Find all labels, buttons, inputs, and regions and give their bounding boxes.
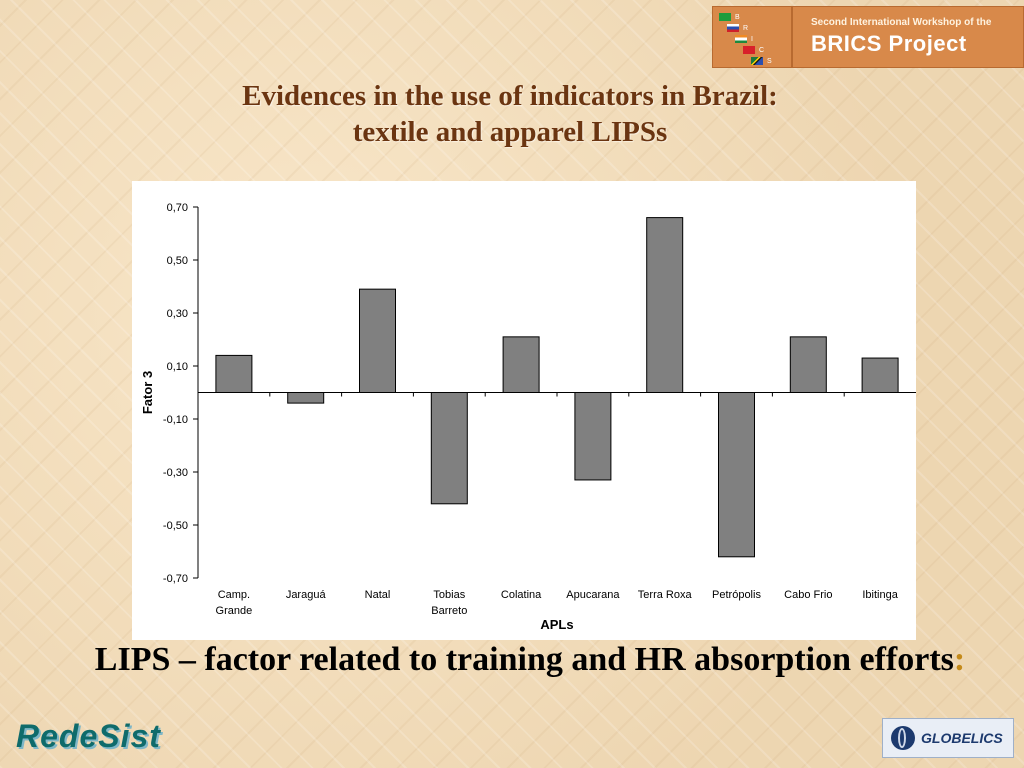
y-tick-label: 0,10 <box>167 361 188 373</box>
brics-title: BRICS Project <box>811 31 967 56</box>
letter-c: C <box>759 46 765 54</box>
x-tick-label: Tobias <box>433 589 465 601</box>
bar-chart: 0,70 0,50 0,30 0,10 -0,10 -0,30 -0,50 -0,70 Camp… <box>140 202 916 632</box>
title-line-1: Evidences in the use of indicators in Br… <box>242 80 778 112</box>
globelics-logo: GLOBELICS <box>882 718 1014 758</box>
x-tick-label: Camp. <box>218 589 250 601</box>
brics-banner: Second International Workshop of the BRI… <box>792 6 1024 68</box>
x-tick-label: Grande <box>216 605 253 617</box>
title-line-2: textile and apparel LIPSs <box>352 116 668 148</box>
bar <box>215 354 253 393</box>
x-tick-label: Barreto <box>431 605 467 617</box>
bar <box>502 336 540 394</box>
letter-r: R <box>743 24 749 32</box>
letter-i: I <box>751 35 753 43</box>
bar <box>574 392 612 481</box>
bar <box>861 357 899 394</box>
x-tick-label: Apucarana <box>566 589 620 601</box>
bar <box>646 217 684 393</box>
y-tick-label: -0,70 <box>163 573 188 585</box>
y-tick-label: 0,50 <box>167 255 188 267</box>
china-flag-icon <box>743 46 755 54</box>
flags-panel: B R I C S <box>712 6 792 68</box>
workshop-subtitle: Second International Workshop of the <box>811 17 992 28</box>
india-flag-icon <box>735 35 747 43</box>
russia-flag-icon <box>727 24 739 32</box>
x-tick-label: Natal <box>365 589 391 601</box>
bar <box>287 392 325 404</box>
globelics-text: GLOBELICS <box>921 730 1003 746</box>
y-tick-label: 0,70 <box>167 202 188 214</box>
bar <box>430 392 468 505</box>
globe-icon <box>891 726 915 750</box>
caption-colon: : <box>953 641 966 678</box>
slide-title: Evidences in the use of indicators in Br… <box>150 78 870 150</box>
x-tick-label: Jaraguá <box>286 589 327 601</box>
letter-b: B <box>735 13 740 21</box>
y-axis-title: Fator 3 <box>140 371 155 414</box>
redesist-logo: RedeSist <box>16 718 161 754</box>
flag-row-c: C <box>743 46 764 54</box>
x-tick-label: Petrópolis <box>712 589 761 601</box>
south-africa-flag-icon <box>751 57 763 65</box>
x-axis-title: APLs <box>540 617 573 632</box>
flag-row-r: R <box>727 24 748 32</box>
chart-panel: 0,70 0,50 0,30 0,10 -0,10 -0,30 -0,50 -0,70 Camp… <box>132 181 916 640</box>
flag-row-i: I <box>735 35 753 43</box>
x-tick-label: Terra Roxa <box>638 589 693 601</box>
y-tick-label: -0,50 <box>163 520 188 532</box>
letter-s: S <box>767 57 772 65</box>
flag-row-s: S <box>751 57 772 65</box>
brazil-flag-icon <box>719 13 731 21</box>
flag-row-b: B <box>719 13 740 21</box>
x-tick-label: Cabo Frio <box>784 589 832 601</box>
x-tick-label: Ibitinga <box>862 589 898 601</box>
y-tick-label: -0,30 <box>163 467 188 479</box>
slide-caption: LIPS – factor related to training and HR… <box>60 643 1000 677</box>
bar <box>359 288 396 393</box>
bar <box>789 336 827 394</box>
x-tick-label: Colatina <box>501 589 542 601</box>
y-tick-label: -0,10 <box>163 414 188 426</box>
bar <box>718 392 755 558</box>
y-tick-label: 0,30 <box>167 308 188 320</box>
caption-text: LIPS – factor related to training and HR… <box>94 641 954 678</box>
brics-logo: B R I C S Second International Workshop … <box>712 6 1024 68</box>
